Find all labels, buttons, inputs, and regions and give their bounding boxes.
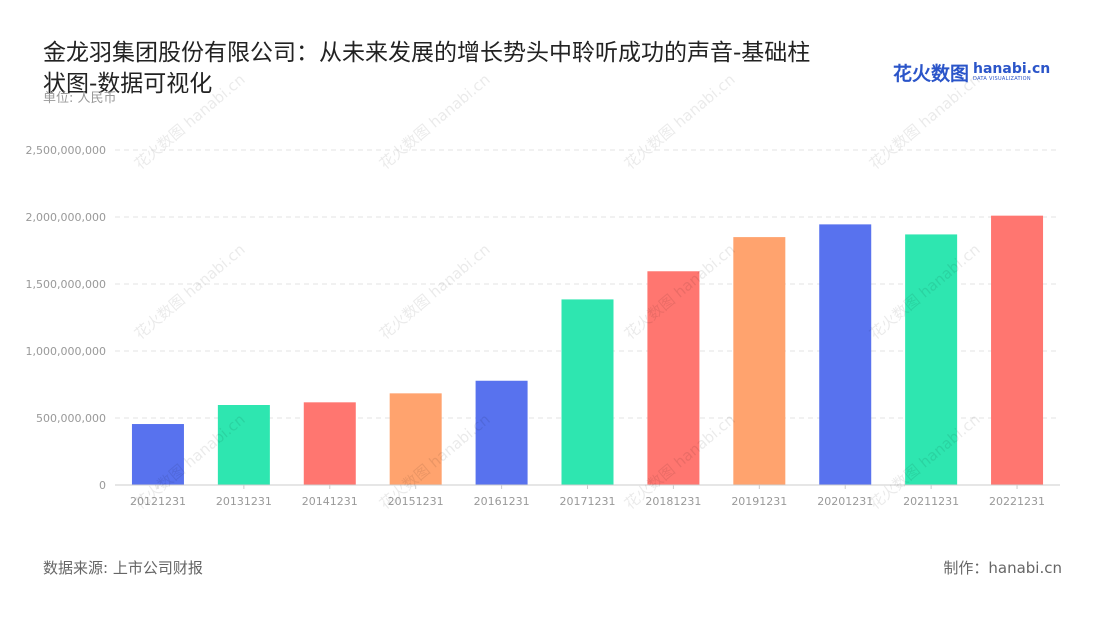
x-tick-label: 20221231 bbox=[989, 495, 1045, 508]
bar[interactable] bbox=[475, 380, 528, 485]
watermark-text: 花火数图 hanabi.cn bbox=[131, 70, 249, 173]
x-tick-label: 20181231 bbox=[645, 495, 701, 508]
x-tick-label: 20201231 bbox=[817, 495, 873, 508]
x-tick-label: 20191231 bbox=[731, 495, 787, 508]
logo-cn-text: 花火数图 bbox=[893, 62, 970, 85]
data-source: 数据来源: 上市公司财报 bbox=[43, 559, 203, 577]
y-tick-label: 500,000,000 bbox=[36, 412, 106, 425]
x-tick-label: 20211231 bbox=[903, 495, 959, 508]
logo-en-text: hanabi.cn bbox=[973, 60, 1051, 77]
bar[interactable] bbox=[647, 271, 700, 485]
bar[interactable] bbox=[131, 424, 184, 485]
y-axis-ticks: 0 500,000,000 1,000,000,000 1,500,000,000 2,… bbox=[26, 144, 106, 492]
watermark-text: 花火数图 hanabi.cn bbox=[376, 70, 494, 173]
y-tick-label: 1,000,000,000 bbox=[26, 345, 106, 358]
x-tick-label: 20121231 bbox=[130, 495, 186, 508]
watermark-text: 花火数图 hanabi.cn bbox=[866, 70, 984, 173]
watermark-text: 花火数图 hanabi.cn bbox=[376, 240, 494, 343]
x-tick-label: 20171231 bbox=[560, 495, 616, 508]
bar[interactable] bbox=[217, 405, 270, 485]
x-tick-label: 20131231 bbox=[216, 495, 272, 508]
x-tick-label: 20141231 bbox=[302, 495, 358, 508]
bar[interactable] bbox=[733, 237, 786, 485]
x-tick-label: 20151231 bbox=[388, 495, 444, 508]
y-tick-label: 2,000,000,000 bbox=[26, 211, 106, 224]
watermark-text: 花火数图 hanabi.cn bbox=[621, 70, 739, 173]
bar-series bbox=[131, 215, 1044, 485]
bar[interactable] bbox=[561, 299, 614, 485]
unit-label: 单位: 人民币 bbox=[43, 91, 117, 106]
x-axis-ticks: 20121231 20131231 20141231 20151231 20161231… bbox=[130, 485, 1045, 508]
chart-title: 金龙羽集团股份有限公司：从未来发展的增长势头中聆听成功的声音-基础柱状图-数据可… bbox=[43, 40, 811, 97]
hanabi-logo: 花火数图 hanabi.cn DATA VISUALIZATION bbox=[893, 60, 1050, 85]
credit: 制作：hanabi.cn bbox=[943, 559, 1062, 577]
y-tick-label: 0 bbox=[99, 479, 106, 492]
logo-sub-text: DATA VISUALIZATION bbox=[973, 75, 1031, 82]
bar[interactable] bbox=[991, 215, 1044, 485]
bar[interactable] bbox=[905, 234, 958, 485]
bar[interactable] bbox=[389, 393, 442, 485]
logo-en-block: hanabi.cn DATA VISUALIZATION bbox=[973, 62, 1050, 83]
bar[interactable] bbox=[819, 224, 872, 485]
x-tick-label: 20161231 bbox=[474, 495, 530, 508]
y-tick-label: 1,500,000,000 bbox=[26, 278, 106, 291]
y-tick-label: 2,500,000,000 bbox=[26, 144, 106, 157]
watermark-text: 花火数图 hanabi.cn bbox=[131, 240, 249, 343]
bar[interactable] bbox=[303, 402, 356, 485]
